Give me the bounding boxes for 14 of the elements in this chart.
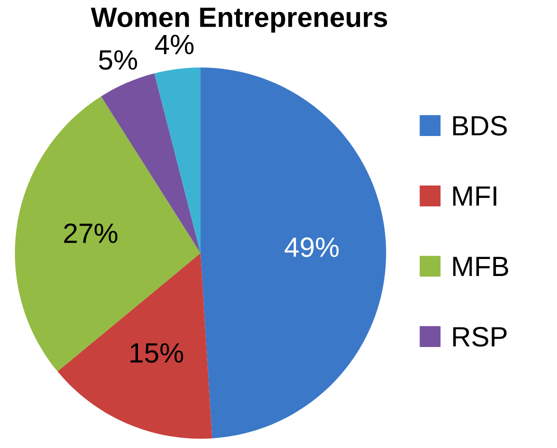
legend-label: BDS bbox=[453, 116, 507, 136]
chart-title: Women Entrepreneurs bbox=[90, 8, 388, 33]
legend-label: MFB bbox=[453, 256, 508, 276]
legend-label: RSP bbox=[453, 326, 507, 347]
data-label: 5% bbox=[99, 50, 138, 70]
data-label: 4% bbox=[155, 34, 194, 54]
data-label: 27% bbox=[64, 223, 118, 244]
pie-slice bbox=[154, 68, 201, 254]
data-label: 49% bbox=[284, 237, 339, 258]
data-label: 15% bbox=[130, 343, 184, 363]
legend-label: MFI bbox=[453, 186, 496, 206]
pie-slice bbox=[14, 96, 201, 372]
pie-slice bbox=[200, 68, 386, 438]
pie-slice bbox=[58, 253, 212, 439]
